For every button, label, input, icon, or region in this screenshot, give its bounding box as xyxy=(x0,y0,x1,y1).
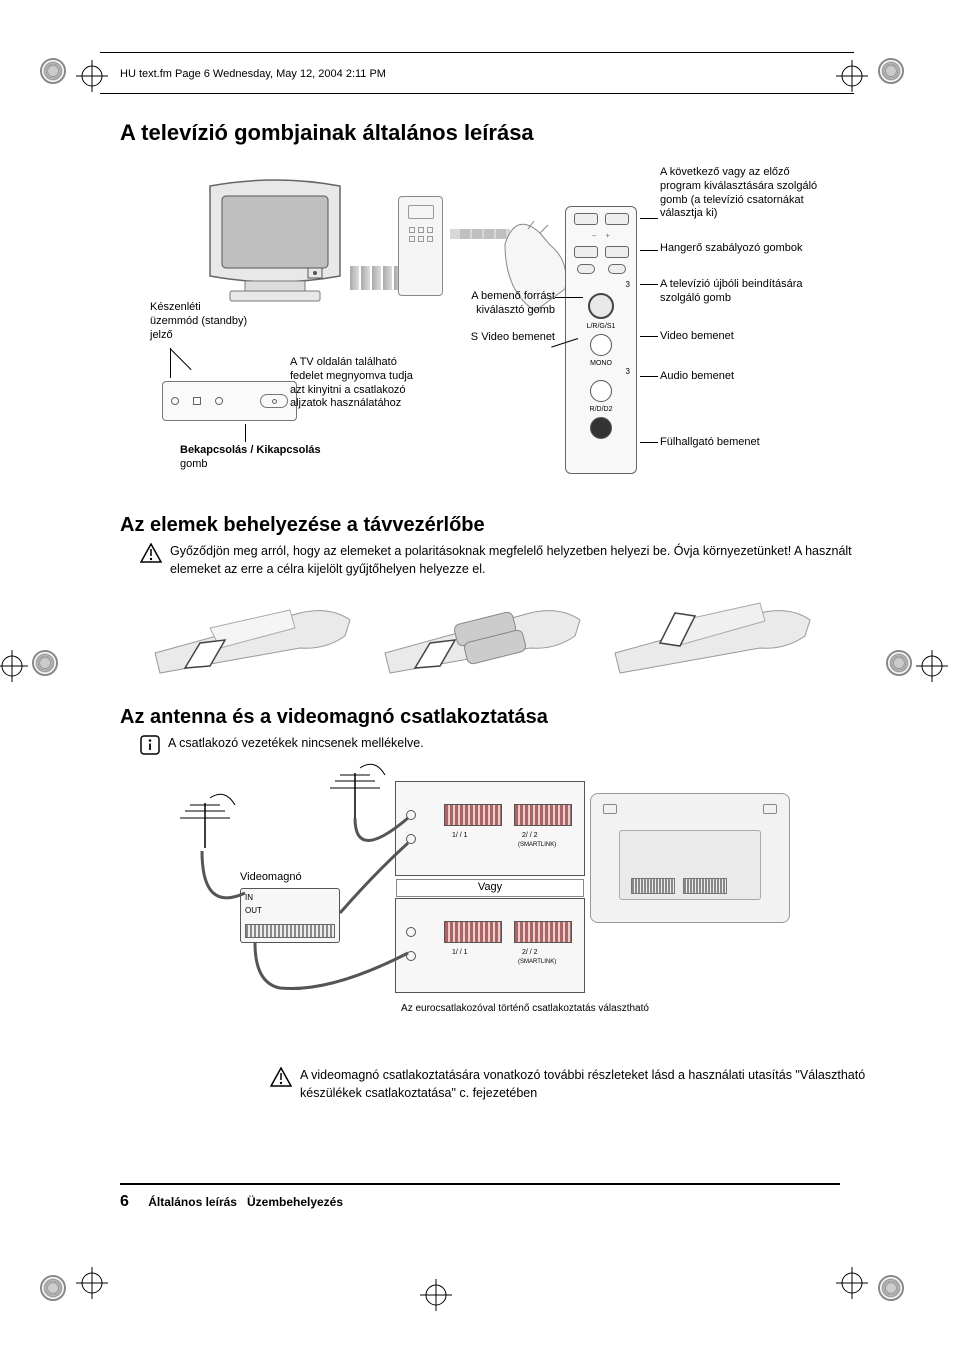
vcr-in-label: IN xyxy=(245,893,253,902)
headphone-jack-icon xyxy=(590,417,612,439)
remote-icon xyxy=(398,196,443,296)
ring-mark-br xyxy=(878,1275,904,1301)
label-vcr: Videomagnó xyxy=(240,871,302,885)
battery-note-row: Győződjön meg arról, hogy az elemeket a … xyxy=(140,543,874,578)
tv-rear-panel-icon: 1/ / 1 2/ / 2 (SMARTLINK) xyxy=(395,898,585,993)
battery-note-text: Győződjön meg arról, hogy az elemeket a … xyxy=(170,543,874,578)
footer-crumb: Általános leírás xyxy=(148,1195,237,1209)
euro-caption: Az eurocsatlakozóval történő csatlakozta… xyxy=(370,1003,680,1014)
page-number: 6 xyxy=(120,1193,129,1210)
svideo-jack-icon xyxy=(588,293,614,319)
section-title-battery: Az elemek behelyezése a távvezérlőbe xyxy=(120,514,874,537)
smartlink-label: (SMARTLINK) xyxy=(518,842,556,848)
tv-rear-panel-icon: 1/ / 1 2/ / 2 (SMARTLINK) xyxy=(395,781,585,876)
rca-jack-icon xyxy=(590,380,612,402)
vcr-out-label: OUT xyxy=(245,906,262,915)
tv-back-icon xyxy=(590,793,790,923)
ring-mark-bl xyxy=(40,1275,66,1301)
info-icon xyxy=(140,735,160,755)
smartlink-label: (SMARTLINK) xyxy=(518,959,556,965)
crop-mark-icon xyxy=(836,1267,868,1299)
header-band: HU text.fm Page 6 Wednesday, May 12, 200… xyxy=(100,52,854,94)
antenna-icon xyxy=(170,793,240,853)
remote-batteries-step2-icon xyxy=(380,588,600,688)
label-cover-note: A TV oldalán található fedelet megnyomva… xyxy=(290,356,430,411)
label-power-bold: Bekapcsolás / Kikapcsolás xyxy=(180,444,321,456)
warning-icon xyxy=(140,543,162,563)
ring-mark-tr xyxy=(878,58,904,84)
vcr-connection-diagram: IN OUT Videomagnó 1/ / 1 2/ / 2 (SMARTLI… xyxy=(160,763,860,1053)
battery-diagram-row xyxy=(150,588,874,688)
label-audio-in: Audio bemenet xyxy=(660,370,820,384)
label-headphone: Fülhallgató bemenet xyxy=(660,436,820,450)
tv-controls-diagram: – + 3 L/R/G/S1 MONO 3 R/D/D2 Készenléti … xyxy=(150,166,870,496)
panel-mark: L/R/G/S1 xyxy=(566,323,636,330)
tv-icon xyxy=(200,176,350,311)
tv-side-panel: – + 3 L/R/G/S1 MONO 3 R/D/D2 xyxy=(565,206,637,474)
remote-close-step3-icon xyxy=(610,588,830,688)
panel-mark: 3 xyxy=(566,280,636,289)
crop-mark-icon xyxy=(0,650,28,682)
section-title-vcr: Az antenna és a videomagnó csatlakoztatá… xyxy=(120,706,874,729)
scart-label: 1/ / 1 xyxy=(452,832,468,839)
panel-mark: MONO xyxy=(566,360,636,367)
rca-jack-icon xyxy=(590,334,612,356)
label-or: Vagy xyxy=(396,879,584,897)
label-standby: Készenléti üzemmód (standby) jelző xyxy=(150,301,250,342)
label-volume: Hangerő szabályozó gombok xyxy=(660,242,820,256)
ring-mark-ml xyxy=(32,650,58,676)
vcr-info-text: A csatlakozó vezetékek nincsenek melléke… xyxy=(168,735,874,753)
crop-mark-icon xyxy=(916,650,948,682)
content: A televízió gombjainak általános leírása xyxy=(120,120,874,1102)
footer-crumb: Üzembehelyezés xyxy=(247,1195,343,1209)
remote-open-step1-icon xyxy=(150,588,370,688)
label-svideo: S Video bemenet xyxy=(445,331,555,345)
label-video-in: Video bemenet xyxy=(660,330,820,344)
label-prog-select: A következő vagy az előző program kivála… xyxy=(660,166,820,221)
vcr-info-row: A csatlakozó vezetékek nincsenek melléke… xyxy=(140,735,874,755)
running-head: HU text.fm Page 6 Wednesday, May 12, 200… xyxy=(100,56,854,92)
vcr-warn-text: A videomagnó csatlakoztatására vonatkozó… xyxy=(300,1067,874,1102)
scart-label: 2/ / 2 xyxy=(522,949,538,956)
scart-label: 1/ / 1 xyxy=(452,949,468,956)
crop-mark-icon xyxy=(420,1279,452,1311)
crop-mark-icon xyxy=(76,1267,108,1299)
label-power-suffix: gomb xyxy=(180,458,208,470)
panel-mark: R/D/D2 xyxy=(566,406,636,413)
panel-mark: 3 xyxy=(566,367,636,376)
motion-stripes-icon xyxy=(350,266,403,290)
antenna-icon xyxy=(320,763,390,823)
page-footer: 6 Általános leírás Üzembehelyezés xyxy=(120,1183,840,1211)
scart-label: 2/ / 2 xyxy=(522,832,538,839)
ring-mark-tl xyxy=(40,58,66,84)
ring-mark-mr xyxy=(886,650,912,676)
page: HU text.fm Page 6 Wednesday, May 12, 200… xyxy=(0,0,954,1351)
warning-icon xyxy=(270,1067,292,1087)
vcr-device-icon: IN OUT xyxy=(240,888,340,943)
label-input-select: A bemenő forrást kiválasztó gomb xyxy=(445,290,555,318)
label-restart: A televízió újbóli beindítására szolgáló… xyxy=(660,278,820,306)
vcr-warn-row: A videomagnó csatlakoztatására vonatkozó… xyxy=(270,1067,874,1102)
page-title: A televízió gombjainak általános leírása xyxy=(120,120,874,146)
power-panel-icon xyxy=(162,381,297,421)
